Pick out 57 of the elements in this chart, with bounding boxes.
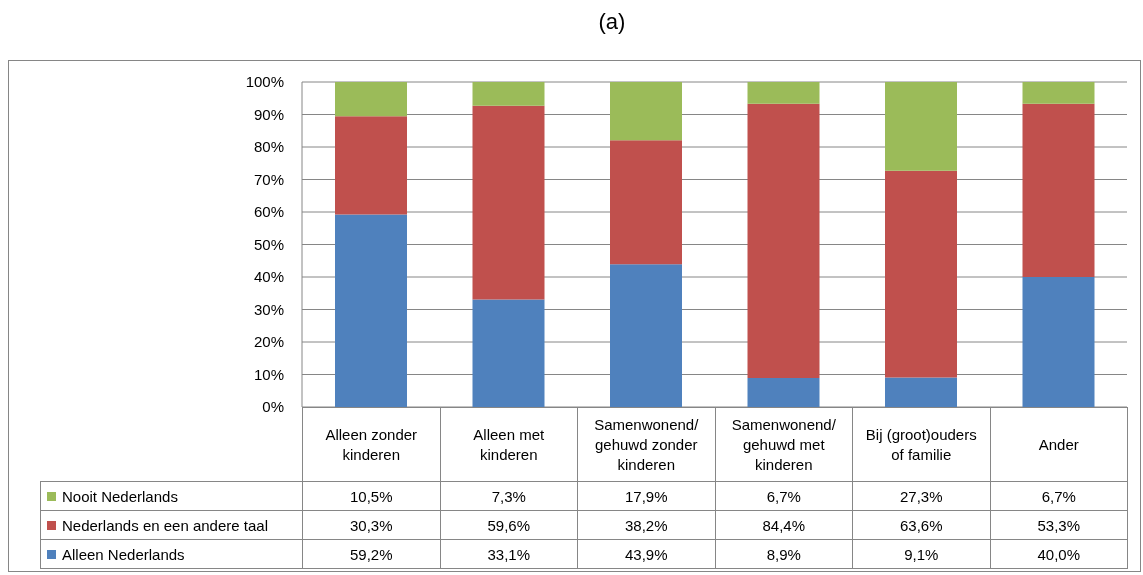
bar <box>472 299 545 407</box>
data-label: 43,9% <box>577 539 715 569</box>
data-label: 17,9% <box>577 481 715 511</box>
y-tick-label: 80% <box>253 138 284 156</box>
data-label: 9,1% <box>852 539 990 569</box>
bar <box>885 377 957 407</box>
y-tick-label: 20% <box>253 333 284 351</box>
y-tick-label: 90% <box>253 105 284 123</box>
y-tick-label: 30% <box>253 300 284 318</box>
bar <box>472 82 545 106</box>
legend-label: Nooit Nederlands <box>62 487 178 505</box>
bar <box>610 82 682 141</box>
x-tick-label: Samenwonend/gehuwd zonder kinderen <box>577 407 715 482</box>
data-label: 6,7% <box>990 481 1128 511</box>
bar <box>472 105 545 300</box>
data-label: 33,1% <box>440 539 578 569</box>
bar <box>610 140 682 265</box>
data-label: 7,3% <box>440 481 578 511</box>
data-label: 6,7% <box>715 481 853 511</box>
bar <box>335 116 407 215</box>
x-tick-label: Alleen zonder kinderen <box>302 407 440 482</box>
legend-label: Nederlands en een andere taal <box>62 516 268 534</box>
y-tick-label: 40% <box>253 268 284 286</box>
data-label: 63,6% <box>852 510 990 540</box>
data-label: 40,0% <box>990 539 1128 569</box>
bar <box>1022 277 1095 407</box>
x-tick-label: Alleen met kinderen <box>440 407 578 482</box>
bar <box>885 170 957 378</box>
data-label: 8,9% <box>715 539 853 569</box>
y-tick-label: 100% <box>245 73 284 91</box>
y-tick-label: 50% <box>253 235 284 253</box>
data-label: 27,3% <box>852 481 990 511</box>
bar <box>885 82 957 171</box>
y-tick-label: 60% <box>253 203 284 221</box>
bar <box>1022 103 1095 277</box>
bar <box>335 214 407 407</box>
x-tick-label: Bij (groot)ouders of familie <box>852 407 990 482</box>
data-label: 38,2% <box>577 510 715 540</box>
data-label: 53,3% <box>990 510 1128 540</box>
data-label: 30,3% <box>302 510 440 540</box>
bar <box>747 378 820 407</box>
chart-title: (a) <box>598 9 626 34</box>
data-label: 10,5% <box>302 481 440 511</box>
y-tick-label: 10% <box>253 365 284 383</box>
bar <box>610 264 682 407</box>
data-label: 59,6% <box>440 510 578 540</box>
bar <box>1022 82 1095 104</box>
bar <box>747 103 820 379</box>
x-tick-label: Ander <box>990 407 1128 482</box>
data-label: 59,2% <box>302 539 440 569</box>
x-tick-label: Samenwonend/gehuwd met kinderen <box>715 407 853 482</box>
bar <box>335 82 407 117</box>
data-label: 84,4% <box>715 510 853 540</box>
legend-label: Alleen Nederlands <box>62 545 185 563</box>
y-tick-label: 70% <box>253 170 284 188</box>
bar <box>747 82 820 104</box>
y-tick-label: 0% <box>262 398 284 416</box>
